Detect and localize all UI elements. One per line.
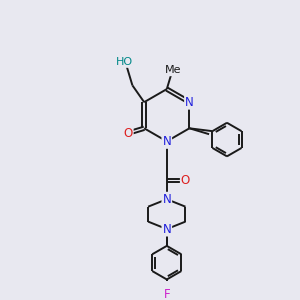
Text: N: N <box>162 193 171 206</box>
Text: N: N <box>185 96 194 109</box>
Text: Me: Me <box>165 65 181 75</box>
Text: HO: HO <box>116 57 133 67</box>
Text: O: O <box>124 127 133 140</box>
Text: N: N <box>162 135 171 148</box>
Text: F: F <box>164 288 170 300</box>
Text: O: O <box>181 174 190 187</box>
Text: N: N <box>162 223 171 236</box>
